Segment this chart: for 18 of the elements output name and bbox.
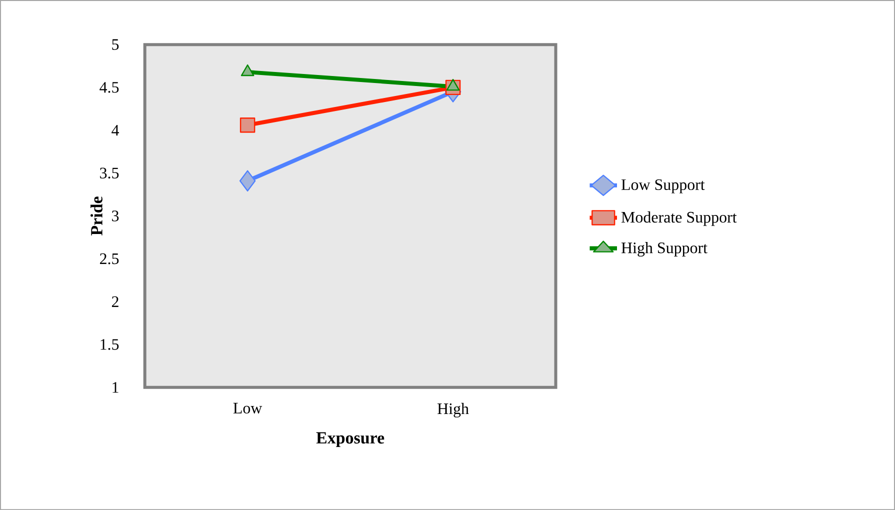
x-axis-title: Exposure	[316, 432, 384, 447]
y-tick-label: 1.5	[100, 339, 119, 350]
y-tick-label: 2	[112, 296, 118, 307]
x-tick-label: High	[438, 402, 469, 418]
x-tick-label: Low	[233, 402, 262, 414]
y-tick-label: 3	[112, 210, 119, 222]
legend-label: High Support	[621, 242, 708, 256]
y-tick-label: 1	[112, 382, 118, 393]
point	[240, 117, 256, 133]
y-tick-label: 2.5	[100, 253, 119, 264]
legend-label: Moderate Support	[621, 211, 737, 226]
y-tick-label: 3.5	[100, 168, 119, 178]
y-tick-label: 4.5	[100, 82, 119, 93]
legend-label: Low Support	[621, 179, 705, 194]
y-tick-label: 4	[112, 124, 120, 136]
y-axis-title: Pride	[90, 196, 102, 236]
y-tick-label: 5	[112, 39, 119, 50]
point	[239, 170, 256, 192]
